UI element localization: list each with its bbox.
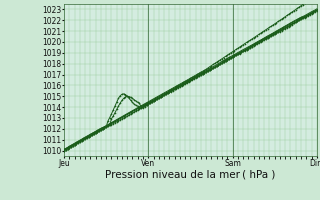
X-axis label: Pression niveau de la mer ( hPa ): Pression niveau de la mer ( hPa ) xyxy=(105,170,276,180)
